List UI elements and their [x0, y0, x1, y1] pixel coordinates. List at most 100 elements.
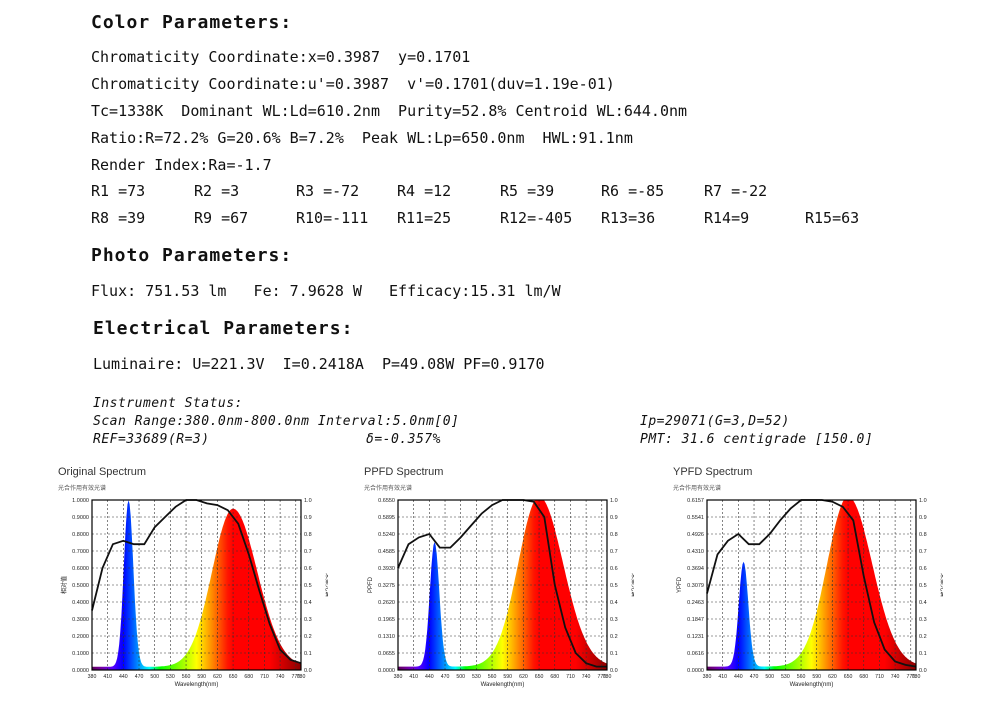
render-index-value: R11=25 — [397, 209, 452, 227]
y2-axis-label: 采集光谱 — [630, 573, 634, 597]
y-tick-label: 0.4000 — [72, 600, 89, 606]
x-tick-label: 530 — [472, 674, 481, 680]
y2-tick-label: 0.8 — [304, 532, 312, 538]
y2-tick-label: 1.0 — [304, 498, 312, 504]
original-spectrum-chart: Original Spectrum 光合作用有效光谱 1.0000 0.9000 0… — [58, 466, 328, 691]
instrument-delta: δ=-0.357% — [366, 432, 441, 447]
chart-plot: 0.65500.58950.52400.45850.39300.32750.26… — [368, 498, 634, 688]
chart-plot: 1.00000.90000.80000.70000.60000.50000.40… — [60, 498, 328, 688]
x-tick-label: 650 — [844, 674, 853, 680]
x-tick-label: 440 — [425, 674, 434, 680]
plot-frame — [91, 499, 302, 671]
x-tick-label: 680 — [244, 674, 253, 680]
y-tick-label: 0.1847 — [687, 617, 704, 623]
photo-parameters-heading: Photo Parameters: — [91, 245, 293, 266]
x-tick-label: 650 — [229, 674, 238, 680]
y2-tick-label: 0.1 — [919, 651, 927, 657]
y2-tick-label: 1.0 — [919, 498, 927, 504]
y2-tick-label: 0.2 — [304, 634, 312, 640]
y-axis-label: PPFD — [368, 576, 374, 593]
x-tick-label: 740 — [276, 674, 285, 680]
x-tick-label: 590 — [812, 674, 821, 680]
x-axis-label: Wavelength(nm) — [175, 682, 219, 688]
y-tick-label: 0.1000 — [72, 651, 89, 657]
instrument-pmt: PMT: 31.6 centigrade [150.0] — [640, 432, 874, 447]
y2-tick-label: 0.1 — [610, 651, 618, 657]
render-index-value: R6 =-85 — [601, 182, 665, 200]
y-tick-label: 0.5000 — [72, 583, 89, 589]
x-tick-label: 780 — [297, 674, 306, 680]
x-tick-label: 780 — [603, 674, 612, 680]
y2-tick-label: 0.5 — [919, 583, 927, 589]
plot-frame — [706, 499, 917, 671]
y2-tick-label: 0.5 — [304, 583, 312, 589]
x-tick-label: 410 — [409, 674, 418, 680]
x-tick-label: 500 — [765, 674, 774, 680]
y-tick-label: 0.4926 — [687, 532, 704, 538]
x-tick-label: 740 — [891, 674, 900, 680]
y-tick-label: 0.5541 — [687, 515, 704, 521]
instrument-status-heading: Instrument Status: — [93, 396, 243, 411]
y-tick-label: 0.5240 — [378, 532, 395, 538]
plot-frame — [397, 499, 608, 671]
chart-title: PPFD Spectrum — [364, 466, 444, 478]
y-tick-label: 0.8000 — [72, 532, 89, 538]
x-tick-label: 590 — [197, 674, 206, 680]
chart-subtitle: 光合作用有效光谱 — [58, 486, 107, 492]
x-tick-label: 470 — [135, 674, 144, 680]
spectrum-area — [707, 500, 916, 670]
y2-tick-label: 0.7 — [610, 549, 618, 555]
x-tick-label: 680 — [859, 674, 868, 680]
y2-tick-label: 0.0 — [919, 668, 927, 674]
render-index-value: R1 =73 — [91, 182, 146, 200]
x-tick-label: 650 — [535, 674, 544, 680]
x-tick-label: 770 — [906, 674, 915, 680]
x-tick-label: 530 — [781, 674, 790, 680]
y2-tick-label: 0.3 — [304, 617, 312, 623]
y-tick-label: 0.1231 — [687, 634, 704, 640]
x-tick-label: 500 — [150, 674, 159, 680]
y2-tick-label: 0.4 — [919, 600, 927, 606]
chart-title: Original Spectrum — [58, 466, 147, 478]
x-tick-label: 710 — [875, 674, 884, 680]
chart-title: YPFD Spectrum — [673, 466, 753, 478]
y-tick-label: 0.1965 — [378, 617, 395, 623]
x-tick-label: 770 — [597, 674, 606, 680]
y-axis-label: 相对值 — [60, 576, 68, 594]
y-tick-label: 0.0000 — [378, 668, 395, 674]
x-tick-label: 560 — [182, 674, 191, 680]
x-tick-label: 410 — [103, 674, 112, 680]
chromaticity-uv-line: Chromaticity Coordinate:u'=0.3987 v'=0.1… — [91, 75, 615, 93]
y2-tick-label: 0.0 — [610, 668, 618, 674]
x-tick-label: 470 — [750, 674, 759, 680]
y-tick-label: 0.9000 — [72, 515, 89, 521]
y-tick-label: 0.3275 — [378, 583, 395, 589]
y2-tick-label: 0.9 — [919, 515, 927, 521]
instrument-scan-range: Scan Range:380.0nm-800.0nm Interval:5.0n… — [93, 414, 460, 429]
chart-subtitle: 光合作用有效光谱 — [364, 486, 413, 492]
x-tick-label: 530 — [166, 674, 175, 680]
y-tick-label: 0.6550 — [378, 498, 395, 504]
render-index-value: R7 =-22 — [704, 182, 768, 200]
y2-tick-label: 0.0 — [304, 668, 312, 674]
render-index-value: R3 =-72 — [296, 182, 360, 200]
chart-plot: 0.61570.55410.49260.43100.36940.30790.24… — [677, 498, 943, 688]
y-tick-label: 0.0000 — [72, 668, 89, 674]
x-tick-label: 710 — [566, 674, 575, 680]
y-tick-label: 0.7000 — [72, 549, 89, 555]
y2-tick-label: 0.3 — [610, 617, 618, 623]
spectrum-area — [92, 500, 301, 670]
x-tick-label: 780 — [912, 674, 921, 680]
y2-tick-label: 0.2 — [610, 634, 618, 640]
chromaticity-xy-line: Chromaticity Coordinate:x=0.3987 y=0.170… — [91, 48, 471, 66]
y-tick-label: 0.6157 — [687, 498, 704, 504]
y-axis-label: YPFD — [677, 576, 683, 593]
y-tick-label: 0.2463 — [687, 600, 704, 606]
y2-axis-label: 采集光谱 — [939, 573, 943, 597]
y2-axis-label: 采集光谱 — [324, 573, 328, 597]
x-tick-label: 380 — [394, 674, 403, 680]
y-tick-label: 0.6000 — [72, 566, 89, 572]
render-index-value: R4 =12 — [397, 182, 452, 200]
render-index-value: R2 =3 — [194, 182, 240, 200]
y-tick-label: 0.1310 — [378, 634, 395, 640]
